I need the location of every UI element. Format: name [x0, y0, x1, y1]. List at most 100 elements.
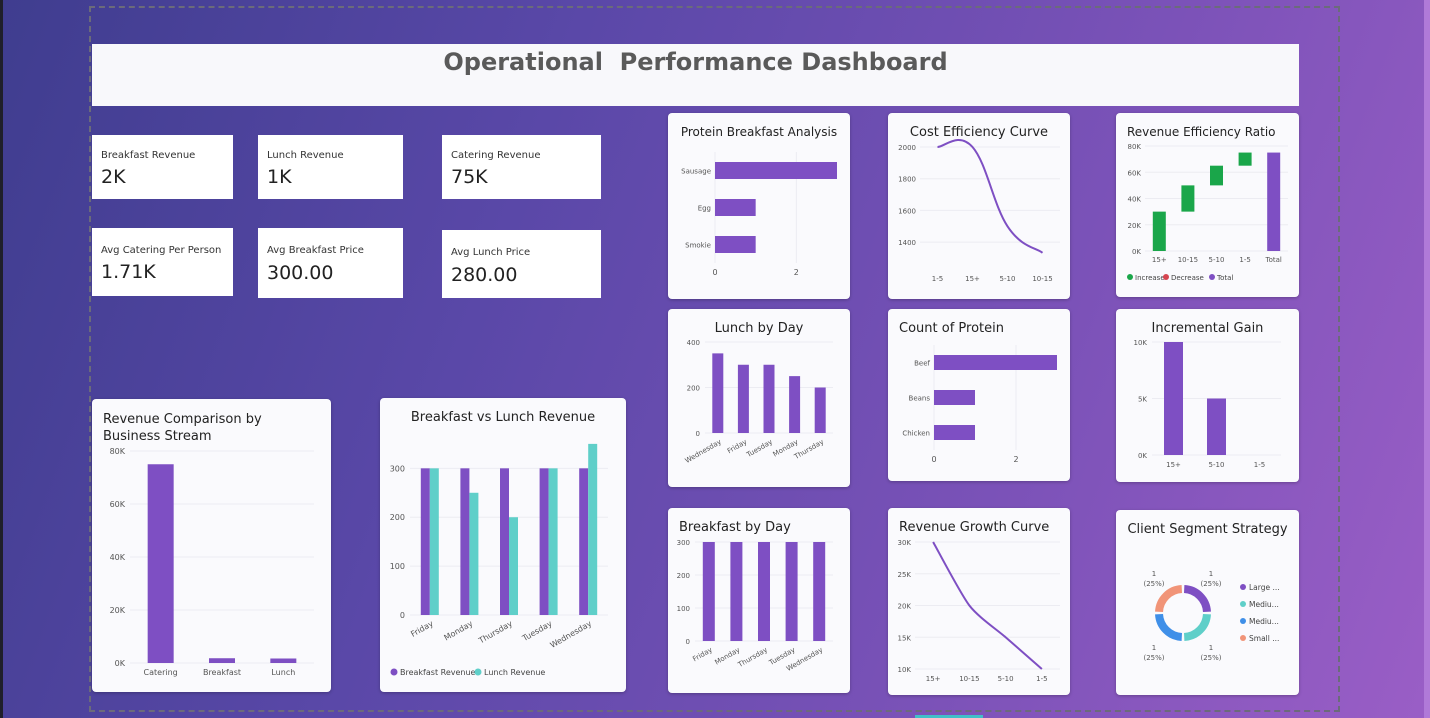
x-tick-label: Breakfast: [203, 668, 241, 677]
x-tick-label: 1-5: [1239, 256, 1250, 264]
x-tick-label: Lunch: [271, 668, 295, 677]
count-of-protein-card[interactable]: Count of Protein 0 2 Beef Beans Chicken: [888, 309, 1070, 481]
kpi-avg-lunch-price[interactable]: Avg Lunch Price 280.00: [442, 230, 601, 298]
kpi-label: Avg Breakfast Price: [267, 245, 364, 256]
bar: [588, 443, 598, 615]
chart-title: Revenue Efficiency Ratio: [1127, 125, 1276, 139]
incremental-gain-card[interactable]: Incremental Gain 0K 5K 10K 15+ 5-10 1-5: [1116, 309, 1299, 482]
y-tick-label: 20K: [110, 606, 126, 615]
bar: [539, 468, 549, 615]
x-tick-label: Friday: [409, 619, 435, 639]
chart-title: Cost Efficiency Curve: [909, 125, 1049, 140]
waterfall-bar: [1181, 185, 1195, 212]
y-tick-label: 200: [677, 572, 690, 580]
y-tick-label: 200: [390, 513, 405, 522]
cost-efficiency-card[interactable]: Cost Efficiency Curve 1400 1600 1800 2000 1-…: [888, 113, 1070, 299]
kpi-avg-breakfast-price[interactable]: Avg Breakfast Price 300.00: [258, 228, 403, 298]
dashboard-header: Operational Performance Dashboard: [92, 44, 1299, 106]
x-tick-label: Tuesday: [744, 438, 774, 460]
x-tick-label: Wednesday: [684, 438, 723, 465]
x-tick-label: Total: [1265, 256, 1282, 264]
waterfall-bar: [1267, 152, 1281, 251]
client-segment-card[interactable]: Client Segment Strategy 1 (25%) 1 (25%) 1 (25…: [1116, 510, 1299, 695]
data-label-pct: (25%): [1200, 654, 1221, 662]
dashboard-title: Operational Performance Dashboard: [443, 48, 948, 76]
legend-label: Small ...: [1249, 634, 1279, 643]
breakfast-by-day-card[interactable]: Breakfast by Day 0 100 200 300 Friday Monday T…: [668, 508, 850, 693]
data-label-pct: (25%): [1200, 580, 1221, 588]
y-tick-label: 1600: [898, 207, 916, 215]
y-tick-label: Chicken: [902, 430, 930, 438]
client-segment-chart: 1 (25%) 1 (25%) 1 (25%) 1 (25%) Large ... Mediu..…: [1143, 570, 1279, 662]
y-tick-label: 5K: [1138, 396, 1147, 404]
revenue-comparison-card[interactable]: Revenue Comparison by Business Stream 0K…: [92, 399, 331, 692]
bar: [1207, 398, 1226, 455]
kpi-label: Lunch Revenue: [267, 150, 344, 161]
revenue-growth-chart: 10K 15K 20K 25K 30K 15+ 10-15 5-10 1-5: [898, 539, 1060, 683]
bar: [934, 355, 1057, 370]
kpi-breakfast-revenue[interactable]: Breakfast Revenue 2K: [92, 135, 233, 199]
y-tick-label: 40K: [1128, 196, 1142, 204]
y-tick-label: 100: [677, 605, 690, 613]
bar: [737, 364, 749, 433]
x-tick-label: Wednesday: [549, 619, 594, 650]
x-tick-label: 2: [794, 268, 799, 277]
y-tick-label: 60K: [1128, 169, 1142, 177]
protein-breakfast-card[interactable]: Protein Breakfast Analysis 0 2 Sausage Egg S…: [668, 113, 850, 299]
kpi-lunch-revenue[interactable]: Lunch Revenue 1K: [258, 135, 403, 199]
chart-title: Revenue Comparison by Business Stream: [103, 412, 262, 444]
count-of-protein-chart: 0 2 Beef Beans Chicken: [902, 345, 1057, 464]
x-tick-label: Thursday: [476, 619, 514, 646]
x-tick-label: 5-10: [1209, 461, 1225, 469]
y-tick-label: 100: [390, 562, 405, 571]
y-tick-label: 200: [687, 385, 700, 393]
kpi-label: Avg Catering Per Person: [101, 245, 222, 256]
x-tick-label: 1-5: [932, 275, 943, 283]
y-tick-label: Beans: [909, 395, 931, 403]
revenue-efficiency-chart: 0K 20K 40K 60K 80K 15+ 10-15 5-10 1-5 Total Increa…: [1127, 143, 1288, 282]
page-tab-indicator: [915, 715, 983, 718]
breakfast-vs-lunch-card[interactable]: Breakfast vs Lunch Revenue 0 100 200 300 Fri…: [380, 398, 626, 692]
y-tick-label: 20K: [898, 603, 912, 611]
chart-title: Count of Protein: [899, 321, 1004, 336]
chart-title: Revenue Growth Curve: [899, 520, 1050, 535]
x-tick-label: 15+: [1152, 256, 1167, 264]
kpi-catering-revenue[interactable]: Catering Revenue 75K: [442, 135, 601, 199]
donut-slice: [1155, 585, 1183, 613]
data-label: 1: [1209, 644, 1213, 652]
bar: [509, 517, 518, 615]
legend-marker: [1240, 601, 1246, 607]
x-tick-label: 10-15: [959, 675, 979, 683]
x-tick-label: 0: [712, 268, 717, 277]
bar: [147, 464, 174, 663]
bar: [715, 162, 837, 179]
bar: [758, 542, 770, 641]
kpi-value: 1.71K: [101, 261, 156, 283]
window-left-edge: [0, 0, 3, 718]
kpi-avg-catering-per-person[interactable]: Avg Catering Per Person 1.71K: [92, 228, 233, 296]
y-tick-label: 300: [677, 539, 690, 547]
y-tick-label: 15K: [898, 634, 912, 642]
kpi-value: 1K: [267, 166, 292, 188]
legend-marker: [1127, 274, 1133, 280]
donut-slice: [1183, 613, 1211, 641]
chart-title: Breakfast by Day: [679, 520, 791, 535]
y-tick-label: 40K: [110, 553, 126, 562]
lunch-by-day-card[interactable]: Lunch by Day 0 200 400 Wednesday Friday Tuesd…: [668, 309, 850, 487]
y-tick-label: 400: [687, 339, 700, 347]
y-tick-label: 25K: [898, 571, 912, 579]
x-tick-label: Monday: [443, 619, 475, 643]
kpi-value: 2K: [101, 166, 126, 188]
revenue-efficiency-card[interactable]: Revenue Efficiency Ratio 0K 20K 40K 60K 80K 1…: [1116, 113, 1299, 297]
x-tick-label: Catering: [144, 668, 178, 677]
revenue-growth-card[interactable]: Revenue Growth Curve 10K 15K 20K 25K 30K 15+ 1…: [888, 508, 1070, 695]
bar: [763, 364, 775, 433]
bar: [209, 658, 235, 663]
window-right-edge: [1424, 0, 1430, 718]
cost-efficiency-chart: 1400 1600 1800 2000 1-5 15+ 5-10 10-15: [898, 139, 1060, 283]
x-tick-label: Friday: [691, 646, 713, 664]
bar: [730, 542, 743, 641]
donut-slice: [1155, 613, 1183, 641]
